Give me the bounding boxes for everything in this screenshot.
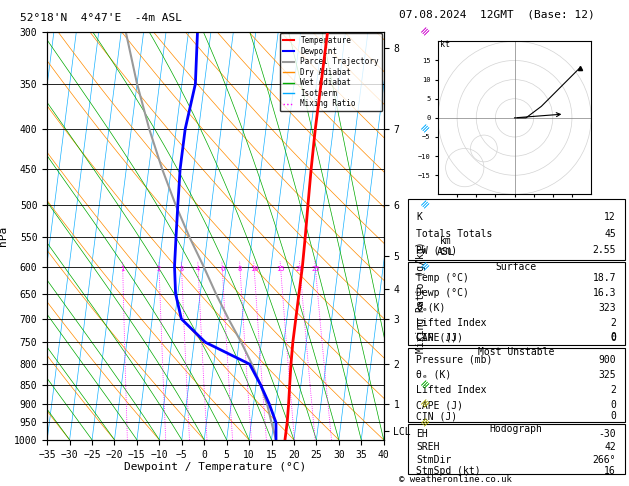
Text: θₑ(K): θₑ(K) [416,303,446,312]
Text: 1: 1 [121,266,125,273]
Legend: Temperature, Dewpoint, Parcel Trajectory, Dry Adiabat, Wet Adiabat, Isotherm, Mi: Temperature, Dewpoint, Parcel Trajectory… [280,33,382,111]
Text: 0: 0 [610,411,616,421]
Text: $\equiv$: $\equiv$ [416,197,433,213]
Text: kt: kt [440,40,450,49]
Text: 45: 45 [604,228,616,239]
Text: 3: 3 [179,266,184,273]
Bar [408,424,625,474]
Text: 0: 0 [610,400,616,410]
Text: θₑ (K): θₑ (K) [416,370,452,380]
Y-axis label: hPa: hPa [0,226,8,246]
X-axis label: Dewpoint / Temperature (°C): Dewpoint / Temperature (°C) [125,462,306,472]
Text: PW (cm): PW (cm) [416,245,457,255]
Text: StmDir: StmDir [416,454,452,465]
Text: CIN (J): CIN (J) [416,411,457,421]
Text: Hodograph: Hodograph [489,423,543,434]
Text: SREH: SREH [416,442,440,452]
Text: Surface: Surface [496,261,537,272]
Text: K: K [416,212,422,222]
Text: 16: 16 [604,466,616,476]
Text: Dewp (°C): Dewp (°C) [416,288,469,297]
Text: $\equiv$: $\equiv$ [416,24,433,39]
Text: 2.55: 2.55 [593,245,616,255]
Bar [408,347,625,422]
Text: 07.08.2024  12GMT  (Base: 12): 07.08.2024 12GMT (Base: 12) [399,9,595,19]
Text: CIN (J): CIN (J) [416,333,457,343]
Text: CAPE (J): CAPE (J) [416,400,464,410]
Text: 12: 12 [604,212,616,222]
Text: 25: 25 [311,266,320,273]
Text: 325: 325 [598,370,616,380]
Text: $\equiv$: $\equiv$ [416,396,433,412]
Bar [408,262,625,345]
Text: 2: 2 [157,266,161,273]
Text: $\equiv$: $\equiv$ [416,121,433,137]
Text: 4: 4 [196,266,200,273]
Text: 8: 8 [238,266,242,273]
Text: 15: 15 [276,266,285,273]
Text: 20: 20 [296,266,304,273]
Text: Lifted Index: Lifted Index [416,385,487,395]
Text: 52°18'N  4°47'E  -4m ASL: 52°18'N 4°47'E -4m ASL [20,14,182,23]
Text: Totals Totals: Totals Totals [416,228,493,239]
Text: 2: 2 [610,318,616,328]
Text: Lifted Index: Lifted Index [416,318,487,328]
Text: Temp (°C): Temp (°C) [416,273,469,282]
Text: 42: 42 [604,442,616,452]
Text: 2: 2 [610,385,616,395]
Y-axis label: km
ASL: km ASL [437,236,455,257]
Text: 266°: 266° [593,454,616,465]
Text: 0: 0 [610,333,616,343]
Text: 6: 6 [220,266,225,273]
Bar [408,199,625,260]
Text: 10: 10 [250,266,259,273]
Text: $\equiv$: $\equiv$ [416,377,433,393]
Text: EH: EH [416,429,428,439]
Text: 0: 0 [610,332,616,342]
Text: Mixing Ratio (g/kg): Mixing Ratio (g/kg) [416,241,426,353]
Text: © weatheronline.co.uk: © weatheronline.co.uk [399,475,512,484]
Text: 323: 323 [598,303,616,312]
Text: StmSpd (kt): StmSpd (kt) [416,466,481,476]
Text: CAPE (J): CAPE (J) [416,332,464,342]
Text: $\equiv$: $\equiv$ [416,259,433,275]
Text: -30: -30 [598,429,616,439]
Text: Most Unstable: Most Unstable [478,347,554,357]
Text: 18.7: 18.7 [593,273,616,282]
Text: $\equiv$: $\equiv$ [416,415,433,430]
Text: 16.3: 16.3 [593,288,616,297]
Text: 900: 900 [598,355,616,365]
Text: Pressure (mb): Pressure (mb) [416,355,493,365]
